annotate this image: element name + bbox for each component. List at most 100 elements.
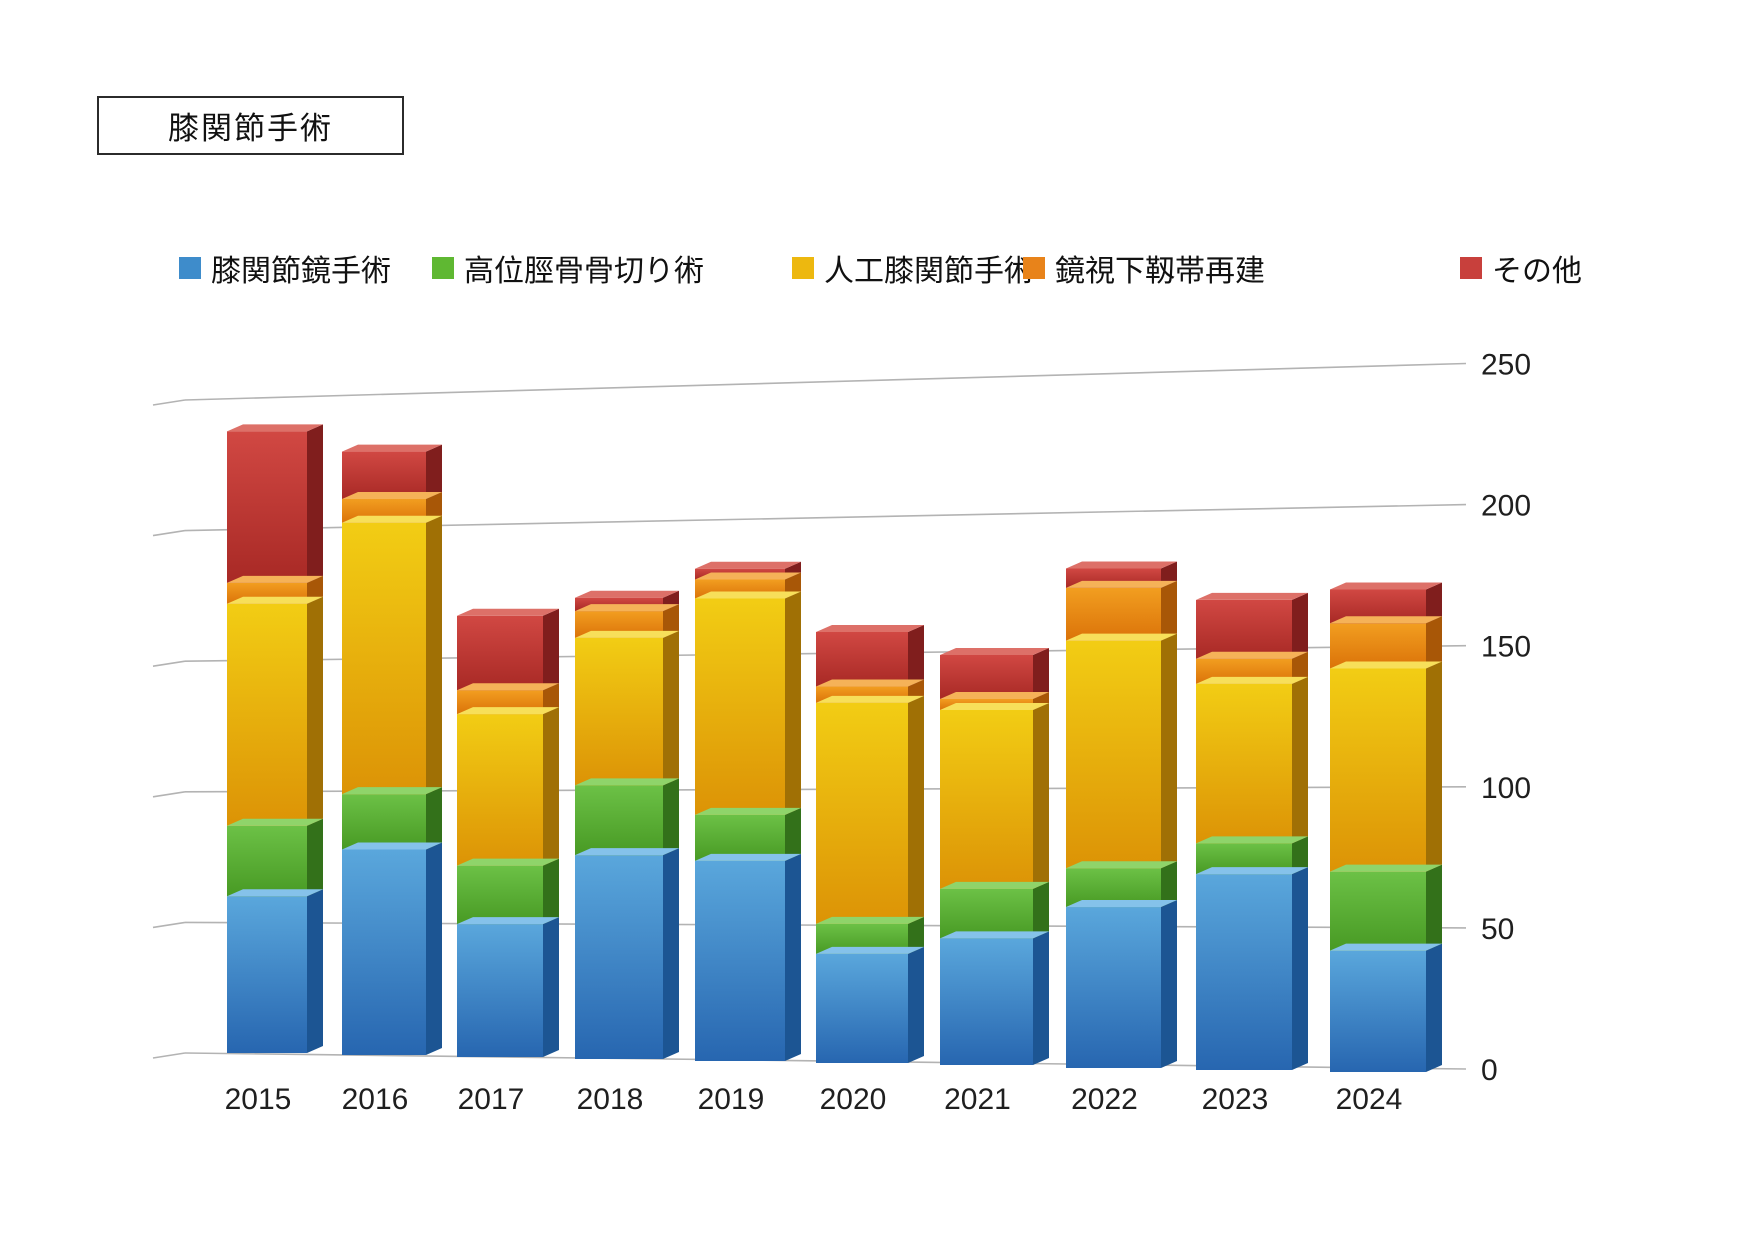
bar-segment-side [426,787,442,850]
bar-2022 [1066,561,1177,1068]
bar-segment-top [575,778,679,786]
bar-segment-top [575,604,679,612]
bar-segment-top [227,818,323,826]
bar-segment-top [1196,836,1308,844]
bar-segment-0 [940,938,1033,1065]
bar-segment-0 [1196,874,1292,1070]
bar-segment-top [342,515,442,523]
bar-segment-top [695,807,801,815]
legend-label: 膝関節鏡手術 [211,255,391,288]
bars [227,424,1442,1072]
bar-segment-2 [227,603,307,826]
bar-segment-side [543,608,559,691]
bar-segment-top [227,575,323,583]
bar-segment-side [1033,881,1049,939]
bar-segment-2 [940,709,1033,889]
bar-segment-top [816,624,924,632]
bar-segment-0 [575,855,663,1059]
bar-segment-top [695,591,801,599]
bar-segment-side [307,596,323,826]
bar-segment-side [1161,633,1177,869]
bar-segment-top [575,630,679,638]
bar-segment-0 [695,860,785,1061]
bar-segment-top [227,424,323,432]
legend-swatch-orange-icon [1023,257,1045,279]
bar-segment-top [816,946,924,954]
bar-segment-1 [227,825,307,897]
x-tick-label: 2024 [1336,1083,1403,1116]
y-tick-label: 150 [1481,631,1531,664]
y-axis-labels: 0 50 100 150 200 250 [1481,349,1531,1088]
bar-segment-2 [1330,668,1426,872]
bar-segment-side [1161,580,1177,641]
bar-segment-top [940,881,1049,889]
legend-item-kyoushika-jintai: 鏡視下靱帯再建 [1023,250,1265,288]
bar-segment-4 [227,431,307,583]
chart-title-box: 膝関節手術 [97,96,404,155]
bar-segment-top [1066,633,1177,641]
bar-segment-side [1292,676,1308,844]
bar-segment-side [1426,582,1442,624]
legend-item-sonota: その他 [1460,250,1582,288]
bar-segment-top [940,931,1049,939]
bar-segment-top [342,492,442,500]
bar-segment-0 [1066,907,1161,1068]
bar-2019 [695,561,801,1061]
bar-segment-top [1330,616,1442,624]
bar-segment-0 [227,896,307,1053]
bar-segment-4 [1196,599,1292,659]
bar-segment-2 [1066,640,1161,869]
bar-2020 [816,624,924,1063]
bar-segment-top [940,702,1049,710]
bar-segment-2 [575,637,663,786]
bar-segment-top [457,917,559,925]
bar-segment-top [816,679,924,687]
bar-segment-3 [1066,587,1161,641]
chart-title: 膝関節手術 [168,111,333,146]
bar-segment-side [908,695,924,924]
x-axis-labels: 2015 2016 2017 2018 2019 2020 2021 2022 2023 2024 [225,1083,1403,1116]
bar-segment-top [1196,592,1308,600]
bar-2016 [342,444,442,1055]
bar-segment-top [342,787,442,795]
x-tick-label: 2023 [1202,1083,1269,1116]
bar-segment-side [663,630,679,786]
bar-segment-1 [940,888,1033,939]
bar-segment-side [543,917,559,1057]
bar-segment-top [1330,661,1442,669]
bar-segment-side [1033,702,1049,889]
bar-segment-1 [1330,871,1426,951]
bar-segment-side [1292,836,1308,875]
legend-label: その他 [1492,255,1582,288]
bar-segment-side [1426,661,1442,872]
x-tick-label: 2016 [342,1083,409,1116]
legend-item-kansetsukyo: 膝関節鏡手術 [179,250,391,288]
x-tick-label: 2019 [698,1083,765,1116]
bar-segment-side [1292,592,1308,659]
y-tick-label: 200 [1481,490,1531,523]
bar-segment-side [785,807,801,861]
bar-segment-0 [457,924,543,1057]
legend-swatch-green-icon [432,257,454,279]
y-tick-label: 100 [1481,772,1531,805]
bar-segment-side [426,444,442,500]
x-tick-label: 2015 [225,1083,292,1116]
bar-2023 [1196,592,1308,1070]
bar-segment-side [1033,931,1049,1065]
bar-segment-4 [940,654,1033,699]
bar-2018 [575,590,679,1059]
bar-segment-side [1292,867,1308,1070]
bar-segment-2 [342,522,426,795]
bar-segment-top [342,444,442,452]
x-tick-label: 2020 [820,1083,887,1116]
bar-segment-4 [457,615,543,691]
bar-segment-side [1033,647,1049,699]
y-tick-label: 250 [1481,349,1531,382]
bar-segment-0 [1330,950,1426,1072]
bar-segment-side [663,848,679,1059]
bar-segment-top [342,842,442,850]
bar-segment-2 [457,714,543,866]
bar-segment-side [785,853,801,1061]
bar-segment-side [426,842,442,1055]
bar-segment-side [543,707,559,866]
